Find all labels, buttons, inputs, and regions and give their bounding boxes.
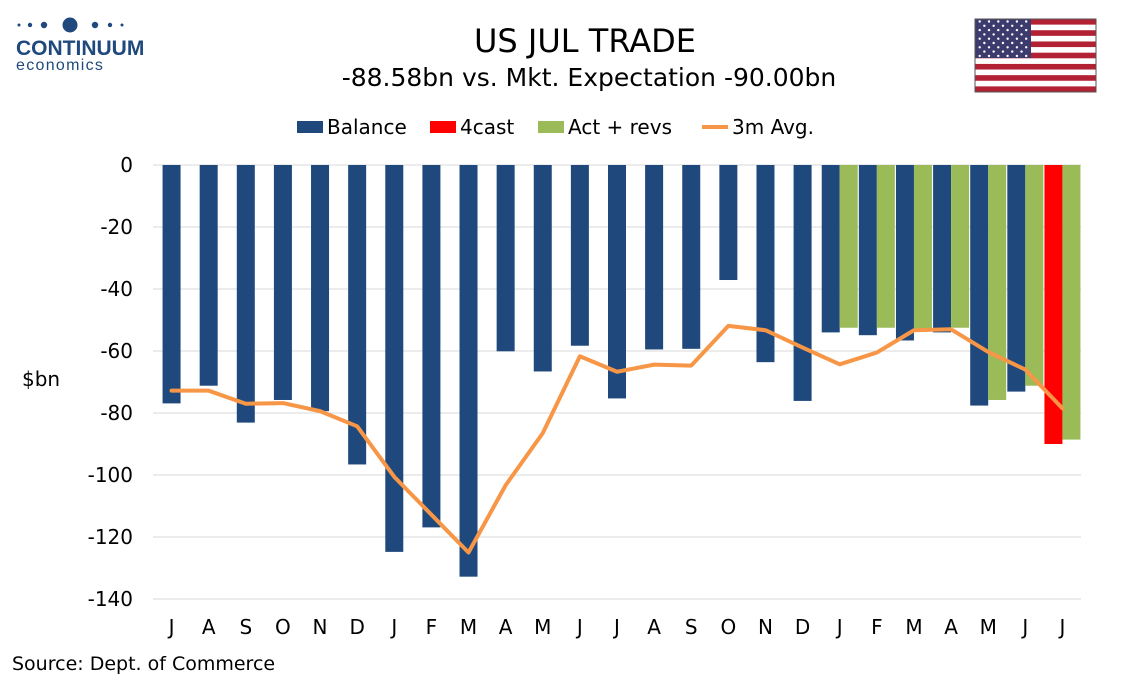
- bar-balance: [348, 165, 367, 465]
- legend-label-act-revs: Act + revs: [568, 115, 672, 139]
- x-tick-label: S: [239, 615, 252, 639]
- x-tick-label: J: [575, 615, 583, 639]
- bar-balance: [608, 165, 626, 399]
- chart-title: US JUL TRADE: [474, 22, 696, 60]
- bar-balance: [533, 165, 552, 372]
- bar-act-revs: [1025, 165, 1044, 386]
- x-tick-label: O: [275, 615, 291, 639]
- bar-balance: [385, 165, 404, 552]
- logo-dots: [17, 17, 124, 33]
- x-tick-label: F: [871, 615, 883, 639]
- y-tick-label: -100: [88, 463, 133, 487]
- x-tick-label: D: [349, 615, 364, 639]
- x-tick-label: D: [795, 615, 810, 639]
- bar-act-revs: [988, 165, 1007, 400]
- y-tick-label: -140: [88, 587, 133, 611]
- bar-balance: [858, 165, 877, 336]
- bar-act-revs: [1062, 165, 1081, 440]
- bar-balance: [311, 165, 330, 412]
- y-tick-label: -20: [100, 215, 133, 239]
- bar-balance: [422, 165, 441, 528]
- legend-swatch-balance: [297, 121, 323, 133]
- bar-balance: [570, 165, 589, 346]
- x-tick-label: O: [720, 615, 736, 639]
- x-tick-label: S: [685, 615, 698, 639]
- x-tick-label: A: [647, 615, 661, 639]
- bar-act-revs: [951, 165, 970, 328]
- legend-label-balance: Balance: [327, 115, 407, 139]
- line-3m-avg: [169, 323, 1065, 555]
- bar-act-revs: [913, 165, 932, 330]
- bar-balance: [199, 165, 218, 386]
- bar-act-revs: [876, 165, 895, 328]
- x-tick-label: J: [389, 615, 397, 639]
- legend-label-3m-avg: 3m Avg.: [732, 115, 814, 139]
- brand-tagline: economics: [16, 57, 104, 74]
- y-tick-label: -40: [100, 277, 133, 301]
- bar-balance: [459, 165, 478, 577]
- avg-line-layer: [169, 323, 1065, 555]
- y-tick-label: -60: [100, 339, 133, 363]
- bar-act-revs: [839, 165, 858, 328]
- x-tick-label: N: [758, 615, 773, 639]
- bar-balance: [895, 165, 914, 341]
- x-tick-label: N: [313, 615, 328, 639]
- y-tick-label: 0: [120, 153, 133, 177]
- brand-name: CONTINUUM: [16, 37, 144, 60]
- x-tick-label: A: [202, 615, 216, 639]
- x-tick-label: J: [1020, 615, 1028, 639]
- bar-balance: [719, 165, 738, 281]
- source-note: Source: Dept. of Commerce: [12, 653, 275, 675]
- x-tick-label: A: [499, 615, 513, 639]
- x-tick-label: J: [1057, 615, 1065, 639]
- bar-balance: [162, 165, 181, 404]
- legend-label-4cast: 4cast: [460, 115, 514, 139]
- us-flag-icon: [974, 18, 1097, 93]
- bar-balance: [933, 165, 952, 333]
- x-tick-label: M: [534, 615, 551, 639]
- bar-balance: [645, 165, 664, 350]
- y-tick-label: -120: [88, 525, 133, 549]
- brand-logo: CONTINUUM economics: [16, 17, 144, 74]
- legend-swatch-act-revs: [538, 121, 564, 133]
- bar-balance: [496, 165, 515, 352]
- y-tick-labels: 0 -20 -40 -60 -80 -100 -120 -140: [88, 153, 133, 611]
- x-tick-label: F: [426, 615, 438, 639]
- bars: [162, 165, 1081, 577]
- bar-4cast: [1044, 165, 1063, 444]
- x-tick-label: J: [835, 615, 843, 639]
- x-tick-label: M: [980, 615, 997, 639]
- x-tick-label: A: [944, 615, 958, 639]
- bar-balance: [970, 165, 989, 406]
- legend: Balance 4cast Act + revs 3m Avg.: [297, 115, 814, 139]
- bar-balance: [682, 165, 701, 349]
- bar-balance: [821, 165, 840, 333]
- bar-balance: [1007, 165, 1026, 392]
- x-tick-label: J: [167, 615, 175, 639]
- legend-swatch-4cast: [430, 121, 456, 133]
- bar-balance: [273, 165, 292, 400]
- bar-balance: [236, 165, 255, 423]
- bar-balance: [756, 165, 775, 363]
- x-tick-label: J: [612, 615, 620, 639]
- chart-subtitle: -88.58bn vs. Mkt. Expectation -90.00bn: [342, 63, 837, 92]
- bar-balance: [793, 165, 812, 401]
- x-tick-label: M: [905, 615, 922, 639]
- y-axis-label: $bn: [22, 367, 60, 391]
- y-tick-label: -80: [100, 401, 133, 425]
- x-tick-label: M: [460, 615, 477, 639]
